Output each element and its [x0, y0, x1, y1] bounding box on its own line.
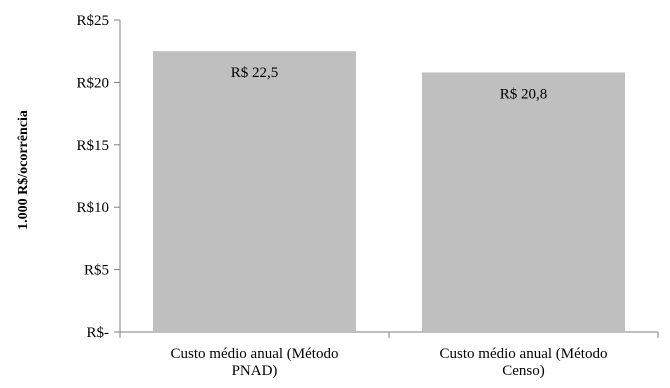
y-axis-title: 1.000 R$/ocorrência	[16, 110, 31, 230]
data-label: R$ 22,5	[231, 65, 279, 81]
x-tick-label: Censo)	[502, 363, 545, 379]
bar	[422, 72, 625, 332]
y-tick-label: R$15	[76, 138, 109, 154]
bars	[153, 51, 625, 332]
x-tick-label: Custo médio anual (Método	[171, 346, 339, 362]
y-tick-label: R$20	[76, 75, 109, 91]
data-label: R$ 20,8	[500, 86, 548, 102]
y-axis-title-group: 1.000 R$/ocorrência	[16, 110, 31, 230]
x-tick-label: PNAD)	[232, 363, 278, 379]
y-tick-label: R$25	[76, 13, 109, 29]
y-tick-label: R$-	[87, 325, 110, 341]
y-tick-label: R$5	[84, 263, 109, 279]
y-tick-label: R$10	[76, 200, 109, 216]
x-tick-label: Custo médio anual (Método	[440, 346, 608, 362]
bar	[153, 51, 356, 332]
